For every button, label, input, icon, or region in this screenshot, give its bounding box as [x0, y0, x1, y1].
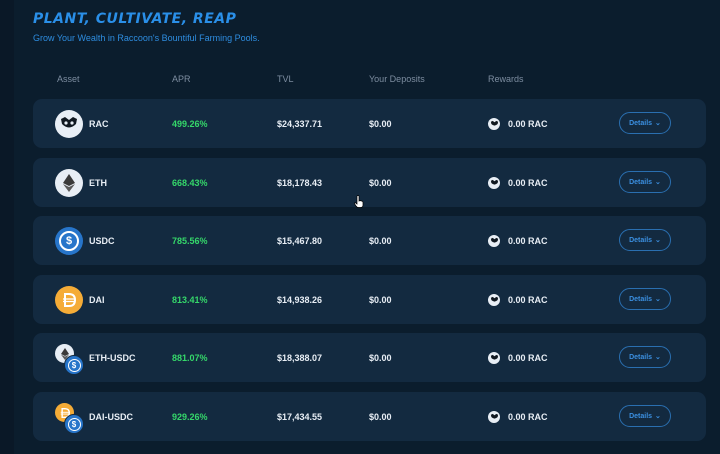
details-label: Details — [629, 353, 653, 361]
eth-usdc-pair-icon: $ — [55, 344, 84, 375]
tvl-value: $15,467.80 — [277, 235, 323, 246]
chevron-down-icon: ⌄ — [655, 179, 661, 186]
tvl-value: $17,434.55 — [277, 411, 323, 422]
chevron-down-icon: ⌄ — [655, 296, 661, 303]
details-button[interactable]: Details ⌄ — [619, 171, 671, 193]
page-subtitle: Grow Your Wealth in Raccoon's Bountiful … — [33, 33, 260, 43]
chevron-down-icon: ⌄ — [655, 237, 661, 244]
reward-cell: 0.00 RAC — [488, 275, 548, 324]
farm-row-eth-usdc: $ ETH-USDC 881.07% $18,388.07 $0.00 0.00… — [33, 333, 706, 382]
reward-cell: 0.00 RAC — [488, 216, 548, 265]
raccoon-reward-icon — [488, 176, 500, 189]
details-label: Details — [629, 119, 653, 127]
tvl-value: $24,337.71 — [277, 118, 323, 129]
reward-value: 0.00 RAC — [508, 352, 548, 363]
column-header-asset: Asset — [57, 74, 80, 84]
column-header-tvl: TVL — [277, 74, 294, 84]
deposit-value: $0.00 — [369, 235, 392, 246]
asset-name: DAI-USDC — [89, 411, 133, 422]
reward-value: 0.00 RAC — [508, 177, 548, 188]
details-button[interactable]: Details ⌄ — [619, 405, 671, 427]
chevron-down-icon: ⌄ — [655, 354, 661, 361]
details-label: Details — [629, 178, 653, 186]
details-button[interactable]: Details ⌄ — [619, 112, 671, 134]
apr-value: 499.26% — [172, 118, 208, 129]
deposit-value: $0.00 — [369, 352, 392, 363]
left-edge-panel — [0, 0, 14, 454]
details-label: Details — [629, 236, 653, 244]
reward-cell: 0.00 RAC — [488, 99, 548, 148]
column-header-rewards: Rewards — [488, 74, 524, 84]
reward-value: 0.00 RAC — [508, 235, 548, 246]
tvl-value: $18,178.43 — [277, 177, 323, 188]
raccoon-reward-icon — [488, 293, 500, 306]
apr-value: 668.43% — [172, 177, 208, 188]
reward-value: 0.00 RAC — [508, 118, 548, 129]
raccoon-reward-icon — [488, 117, 500, 130]
asset-name: ETH-USDC — [89, 352, 136, 363]
page-header: Plant, Cultivate, Reap Grow Your Wealth … — [33, 11, 260, 43]
dai-icon — [55, 286, 83, 314]
apr-value: 929.26% — [172, 411, 208, 422]
apr-value: 881.07% — [172, 352, 208, 363]
reward-value: 0.00 RAC — [508, 411, 548, 422]
farm-row-dai-usdc: $ DAI-USDC 929.26% $17,434.55 $0.00 0.00… — [33, 392, 706, 441]
usdc-icon: $ — [55, 227, 83, 255]
raccoon-reward-icon — [488, 410, 500, 423]
farm-row-usdc: $ USDC 785.56% $15,467.80 $0.00 0.00 RAC… — [33, 216, 706, 265]
raccoon-reward-icon — [488, 234, 500, 247]
details-button[interactable]: Details ⌄ — [619, 288, 671, 310]
asset-name: RAC — [89, 118, 109, 129]
deposit-value: $0.00 — [369, 294, 392, 305]
tvl-value: $18,388.07 — [277, 352, 323, 363]
asset-name: DAI — [89, 294, 105, 305]
raccoon-icon — [55, 110, 83, 138]
reward-cell: 0.00 RAC — [488, 392, 548, 441]
column-header-apr: APR — [172, 74, 191, 84]
apr-value: 785.56% — [172, 235, 208, 246]
details-label: Details — [629, 295, 653, 303]
asset-name: USDC — [89, 235, 115, 246]
reward-value: 0.00 RAC — [508, 294, 548, 305]
deposit-value: $0.00 — [369, 118, 392, 129]
raccoon-reward-icon — [488, 351, 500, 364]
dai-usdc-pair-icon: $ — [55, 403, 84, 434]
tvl-value: $14,938.26 — [277, 294, 323, 305]
apr-value: 813.41% — [172, 294, 208, 305]
deposit-value: $0.00 — [369, 177, 392, 188]
reward-cell: 0.00 RAC — [488, 158, 548, 207]
ethereum-icon — [55, 169, 83, 197]
deposit-value: $0.00 — [369, 411, 392, 422]
farm-row-rac: RAC 499.26% $24,337.71 $0.00 0.00 RAC De… — [33, 99, 706, 148]
page-title: Plant, Cultivate, Reap — [33, 11, 237, 27]
details-button[interactable]: Details ⌄ — [619, 346, 671, 368]
details-label: Details — [629, 412, 653, 420]
hand-cursor-icon — [354, 195, 364, 213]
details-button[interactable]: Details ⌄ — [619, 229, 671, 251]
farm-row-eth: ETH 668.43% $18,178.43 $0.00 0.00 RAC De… — [33, 158, 706, 207]
asset-name: ETH — [89, 177, 107, 188]
chevron-down-icon: ⌄ — [655, 413, 661, 420]
chevron-down-icon: ⌄ — [655, 120, 661, 127]
column-header-deposits: Your Deposits — [369, 74, 425, 84]
farm-row-dai: DAI 813.41% $14,938.26 $0.00 0.00 RAC De… — [33, 275, 706, 324]
reward-cell: 0.00 RAC — [488, 333, 548, 382]
